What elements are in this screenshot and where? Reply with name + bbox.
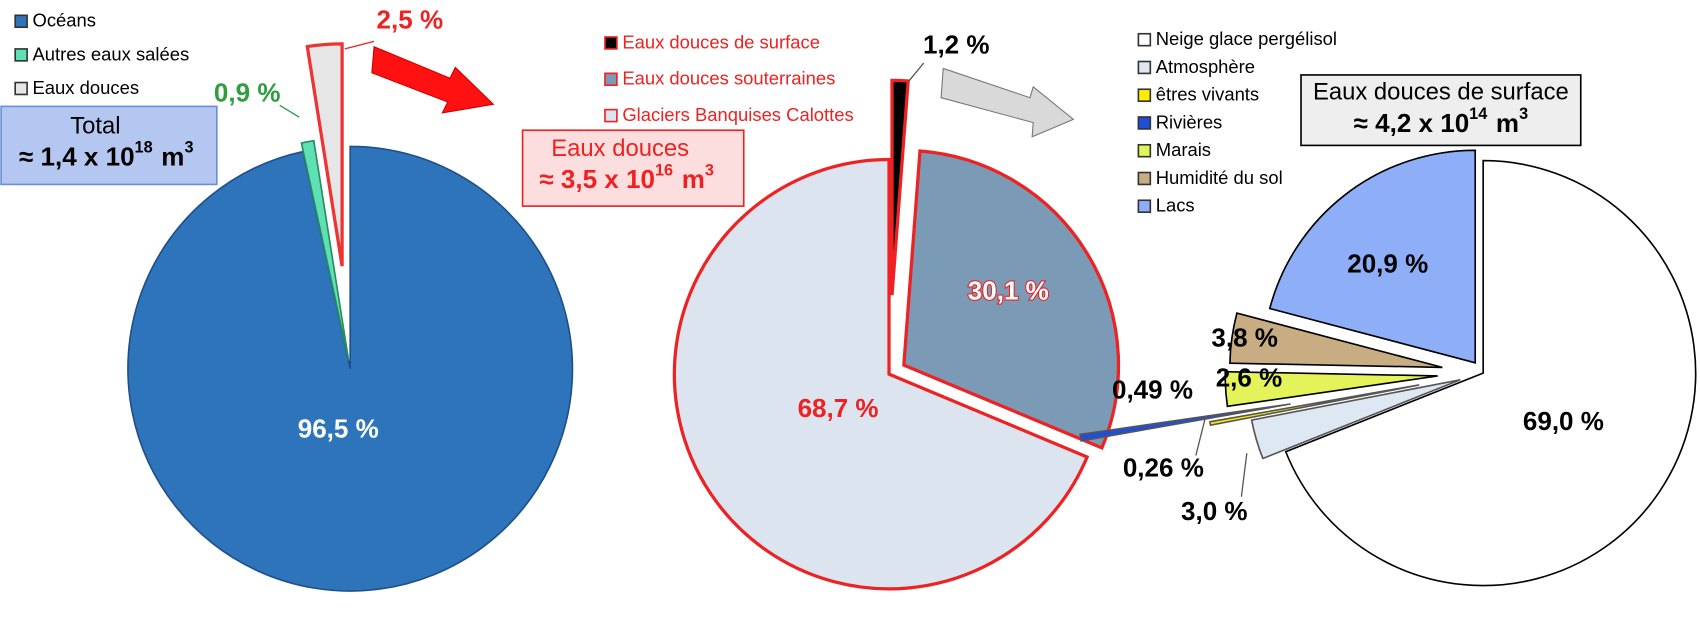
pie-slice [305, 42, 344, 267]
annotation-value: ≈ 1,4 x 1018 m3 [19, 139, 193, 171]
legend-swatch [1137, 60, 1152, 75]
legend-label: Glaciers Banquises Calottes [622, 104, 853, 125]
annotation-exponent: 14 [1469, 105, 1487, 123]
leader-line [279, 104, 300, 118]
pie-slice [1224, 370, 1438, 408]
pie-slice [1250, 378, 1461, 460]
value-label: 3,8 % [1211, 322, 1278, 352]
annotation-title: Eaux douces [551, 135, 689, 162]
annotation-box [1300, 74, 1582, 147]
legend-label: Autres eaux salées [33, 43, 190, 64]
annotation-unit-exponent: 3 [1519, 105, 1528, 123]
legend-label: Eaux douces de surface [622, 31, 820, 52]
value-label: 96,5 % [298, 413, 379, 443]
value-label: 68,7 % [798, 393, 879, 423]
value-label: 0,26 % [1123, 452, 1204, 482]
legend-label: Neige glace pergélisol [1156, 28, 1337, 49]
annotation-title: Eaux douces de surface [1313, 79, 1569, 106]
legend-label: Eaux douces [33, 77, 140, 98]
legend-swatch [14, 81, 28, 96]
annotation-base: ≈ 1,4 x 10 [19, 141, 135, 171]
annotation-unit-exponent: 3 [184, 139, 193, 157]
arrow [940, 67, 1075, 138]
annotation-title: Total [70, 112, 120, 139]
pie-slice [890, 78, 910, 296]
legend-label: Lacs [1156, 195, 1195, 216]
legend-swatch [14, 14, 28, 29]
legend-label: Eaux douces souterraines [622, 68, 835, 89]
annotation-unit-exponent: 3 [705, 162, 714, 180]
pie-slice [1284, 159, 1697, 587]
pie-slice [1268, 149, 1477, 364]
legend-swatch [604, 36, 618, 50]
legend-label: Océans [33, 10, 97, 31]
legend-swatch [1137, 199, 1152, 214]
legend-swatch [1137, 171, 1152, 186]
pie-slice [300, 139, 350, 361]
leader-line [344, 40, 375, 50]
pie-slice [1079, 403, 1291, 442]
value-label: 1,2 % [923, 30, 990, 60]
legend-swatch [1137, 143, 1152, 158]
legend-swatch [1137, 88, 1152, 102]
pie-slice [672, 157, 1090, 591]
value-label: 69,0 % [1523, 406, 1604, 436]
annotation-box [521, 129, 745, 207]
value-label: 30,1 % [968, 276, 1049, 306]
legend-swatch [604, 72, 618, 87]
annotation-exponent: 18 [135, 139, 153, 157]
annotation-base: ≈ 4,2 x 10 [1354, 108, 1470, 138]
annotation-value: ≈ 3,5 x 1016 m3 [539, 162, 713, 194]
value-label: 2,6 % [1216, 362, 1283, 392]
legend-swatch [14, 48, 28, 62]
annotation-exponent: 16 [655, 162, 673, 180]
legend-label: Atmosphère [1156, 56, 1255, 77]
leader-line [1195, 416, 1207, 456]
legend-swatch [1137, 32, 1152, 47]
arrow [371, 45, 495, 114]
pie-slice [127, 145, 574, 592]
legend-label: Rivières [1156, 111, 1223, 132]
value-label: 0,9 % [214, 77, 281, 107]
pie-slice [902, 149, 1121, 451]
leader-line [908, 62, 925, 82]
legend-label: Marais [1156, 139, 1211, 160]
annotation-unit: m [1496, 108, 1519, 138]
annotation-base: ≈ 3,5 x 10 [539, 164, 655, 194]
legend-swatch [1137, 116, 1152, 130]
value-label: 0,49 % [1112, 374, 1193, 404]
legend-label: êtres vivants [1156, 84, 1259, 105]
annotation-unit: m [682, 164, 705, 194]
legend-swatch [604, 108, 618, 123]
pie-slice [1229, 312, 1443, 369]
annotation-unit: m [161, 141, 184, 171]
value-label: 3,0 % [1181, 496, 1248, 526]
annotation-box [0, 105, 218, 186]
value-label: 20,9 % [1347, 249, 1428, 279]
leader-line [1240, 453, 1248, 497]
pie-slice [1208, 384, 1420, 427]
legend-label: Humidité du sol [1156, 167, 1283, 188]
value-label: 2,5 % [377, 5, 444, 35]
annotation-value: ≈ 4,2 x 1014 m3 [1354, 105, 1528, 137]
